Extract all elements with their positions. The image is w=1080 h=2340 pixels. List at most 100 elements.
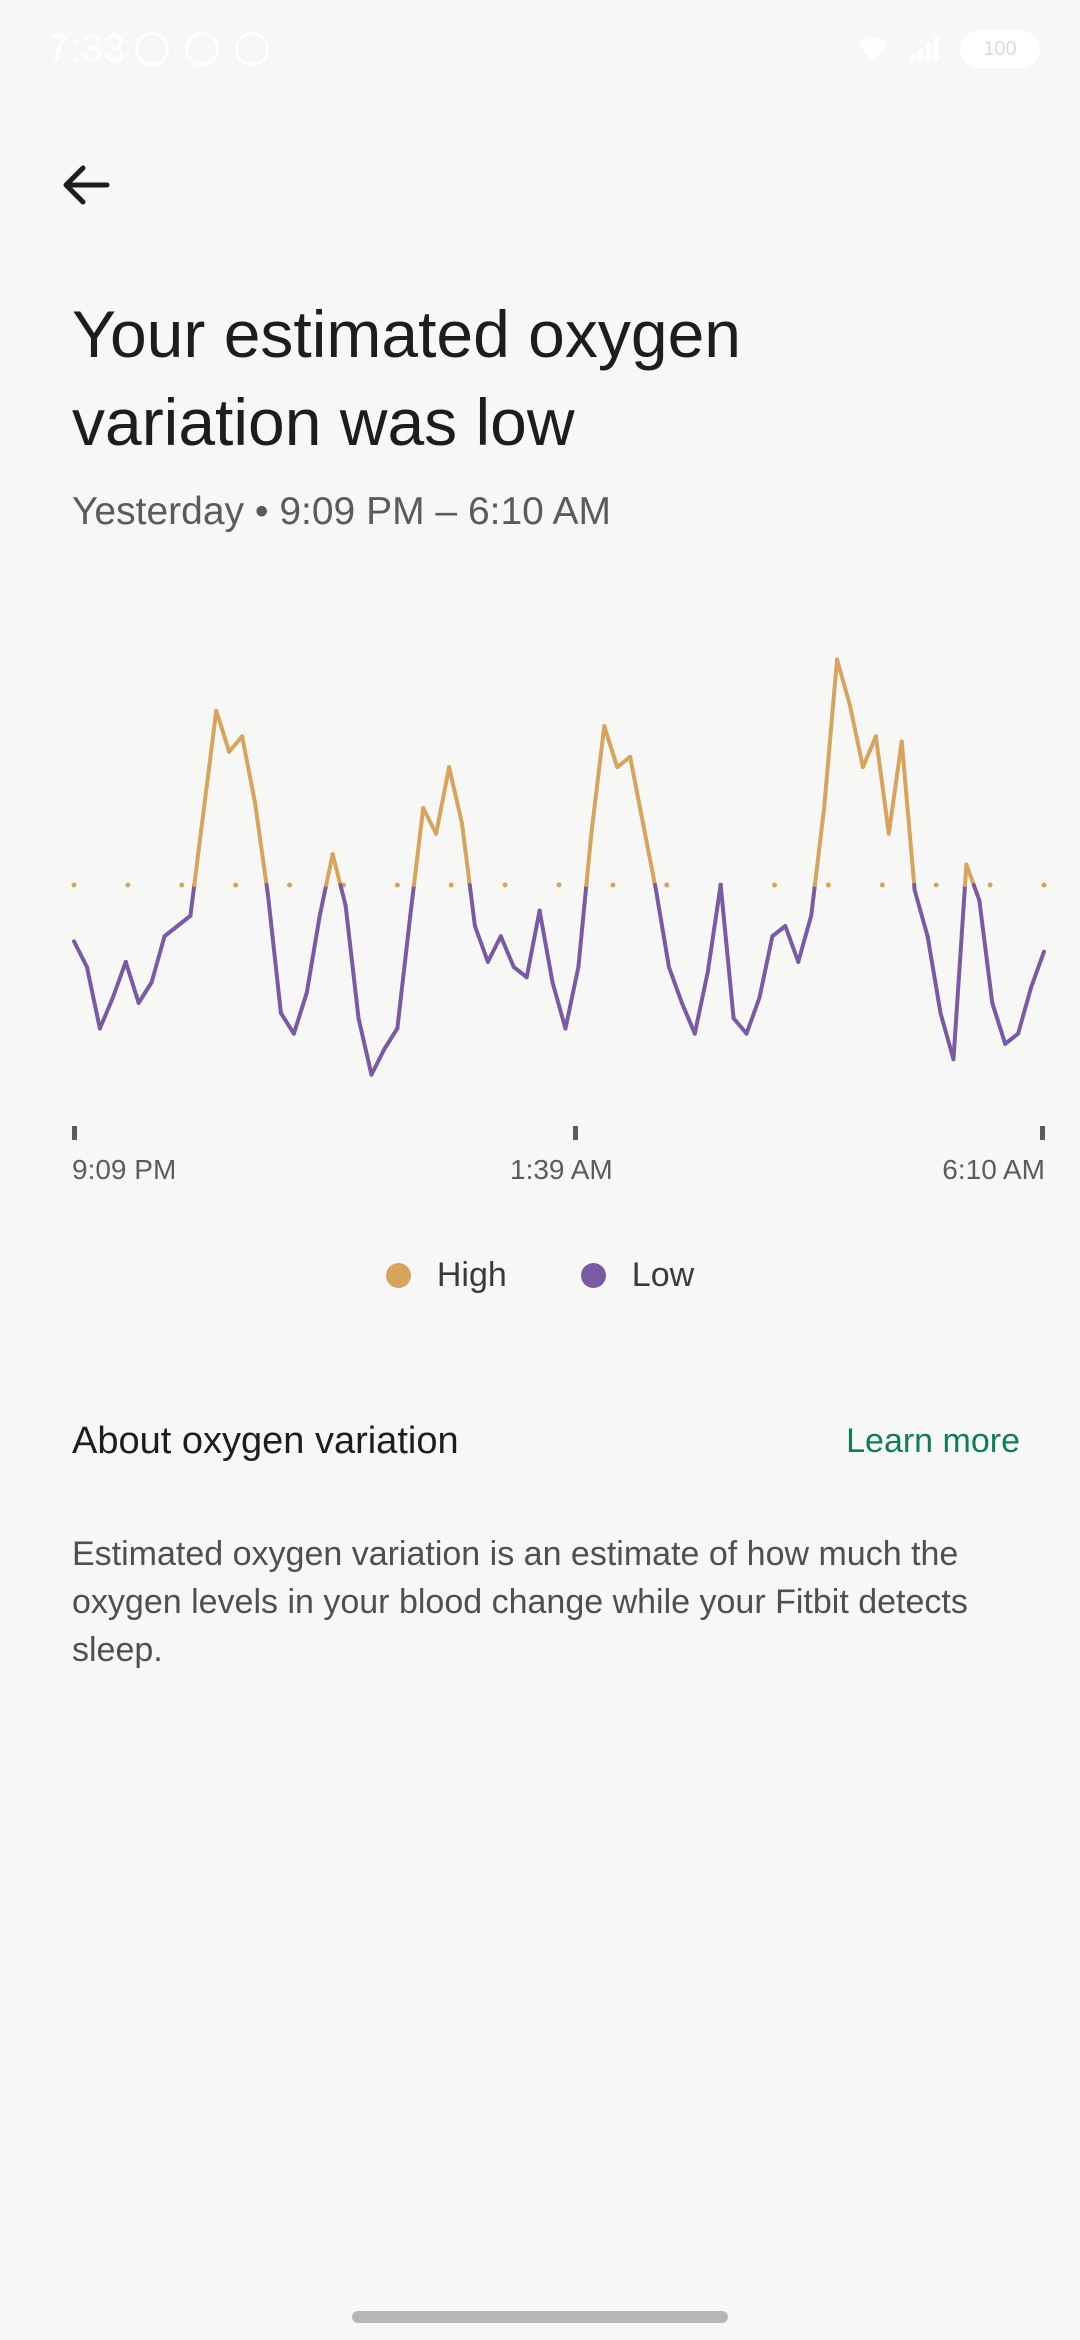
- series-line-low: [511, 965, 529, 980]
- threshold-dot: [1041, 882, 1047, 888]
- series-line-high: [886, 739, 904, 836]
- series-line-low: [692, 970, 710, 1036]
- series-line-high: [822, 657, 840, 811]
- series-line-low: [537, 908, 555, 985]
- battery-indicator: 100: [960, 30, 1040, 68]
- series-line-low: [938, 1011, 956, 1062]
- series-line-low: [188, 883, 197, 918]
- series-line-high: [330, 852, 343, 887]
- x-tick-label: 1:39 AM: [510, 1154, 613, 1185]
- threshold-dot: [502, 882, 508, 888]
- legend-label: High: [436, 1256, 507, 1294]
- series-line-low: [971, 883, 982, 903]
- x-tick-label: 9:09 PM: [72, 1154, 177, 1185]
- series-line-low: [718, 883, 736, 1021]
- series-line-low: [149, 934, 167, 985]
- legend-item-high: High: [385, 1256, 507, 1295]
- series-line-low: [343, 903, 361, 1021]
- legend-dot-low: [580, 1263, 606, 1288]
- threshold-dot: [233, 882, 239, 888]
- series-line-high: [192, 811, 206, 887]
- series-line-low: [1016, 985, 1034, 1036]
- series-line-low: [912, 888, 930, 939]
- chart-legend: High Low: [0, 1256, 1080, 1295]
- date-range: Yesterday • 9:09 PM – 6:10 AM: [72, 490, 612, 533]
- series-line-low: [679, 1000, 697, 1036]
- arrow-left-icon: [63, 165, 110, 205]
- home-indicator[interactable]: [352, 2311, 728, 2323]
- threshold-dot: [448, 882, 454, 888]
- series-line-high: [964, 862, 976, 887]
- threshold-dot: [610, 882, 616, 888]
- threshold-dot: [933, 882, 939, 888]
- series-line-high: [434, 765, 452, 836]
- about-description: Estimated oxygen variation is an estimat…: [72, 1535, 968, 1669]
- about-header: About oxygen variation: [72, 1420, 459, 1462]
- series-line-low: [317, 883, 329, 918]
- messenger-icon: [185, 32, 219, 66]
- series-line-high: [899, 739, 917, 887]
- series-line-low: [744, 995, 762, 1036]
- series-line-low: [951, 883, 968, 1062]
- series-line-low: [356, 1016, 374, 1077]
- signal-icon: [910, 37, 939, 62]
- series-line-high: [421, 806, 439, 836]
- series-line-low: [266, 893, 283, 1016]
- series-line-low: [162, 924, 180, 939]
- threshold-dot: [71, 882, 77, 888]
- wifi-icon: [858, 38, 888, 62]
- series-line-low: [467, 883, 477, 928]
- threshold-dot: [179, 882, 185, 888]
- series-line-high: [201, 708, 219, 816]
- series-line-high: [584, 831, 594, 887]
- series-line-low: [654, 888, 671, 969]
- series-line-high: [812, 806, 827, 887]
- x-tick-mark: [72, 1126, 77, 1140]
- series-line-low: [278, 1011, 296, 1036]
- series-line-high: [628, 754, 646, 826]
- series-line-low: [498, 934, 516, 969]
- series-line-high: [589, 724, 607, 836]
- series-line-high: [411, 806, 426, 887]
- threshold-dot: [772, 882, 778, 888]
- threshold-dot: [556, 882, 562, 888]
- series-line-low: [796, 913, 814, 964]
- series-line-high: [860, 734, 878, 770]
- notification-icons: [135, 32, 269, 66]
- series-line-low: [977, 898, 995, 1005]
- series-line-low: [757, 934, 775, 1000]
- series-line-low: [1029, 949, 1046, 990]
- x-tick-label: 6:10 AM: [942, 1154, 1045, 1185]
- series-line-low: [770, 924, 788, 939]
- back-button[interactable]: [50, 150, 120, 220]
- series-line-low: [97, 995, 115, 1031]
- threshold-dot: [879, 882, 885, 888]
- oxygen-variation-chart: [71, 657, 1047, 1140]
- series-line-low: [809, 883, 817, 918]
- series-line-low: [485, 934, 503, 964]
- screenshot-icon: [135, 32, 169, 66]
- series-line-high: [460, 821, 472, 887]
- x-tick-mark: [573, 1126, 578, 1140]
- series-line-low: [524, 908, 542, 980]
- series-line-high: [602, 724, 620, 770]
- series-line-low: [291, 990, 309, 1036]
- series-line-high: [447, 765, 464, 826]
- legend-item-low: Low: [580, 1256, 694, 1295]
- series-line-low: [576, 883, 589, 969]
- learn-more-link[interactable]: Learn more: [846, 1422, 1020, 1460]
- series-line-low: [395, 913, 413, 1031]
- series-line-low: [304, 913, 322, 995]
- threshold-dot: [825, 882, 831, 888]
- series-line-low: [338, 883, 348, 908]
- series-line-high: [641, 821, 658, 887]
- series-line-low: [563, 965, 581, 1031]
- series-line-low: [666, 965, 684, 1005]
- series-line-high: [873, 734, 891, 836]
- series-line-low: [408, 883, 416, 918]
- threshold-dot: [287, 882, 293, 888]
- series-line-high: [253, 801, 269, 887]
- series-line-high: [240, 734, 258, 805]
- series-line-low: [925, 934, 943, 1016]
- series-line-low: [84, 965, 102, 1031]
